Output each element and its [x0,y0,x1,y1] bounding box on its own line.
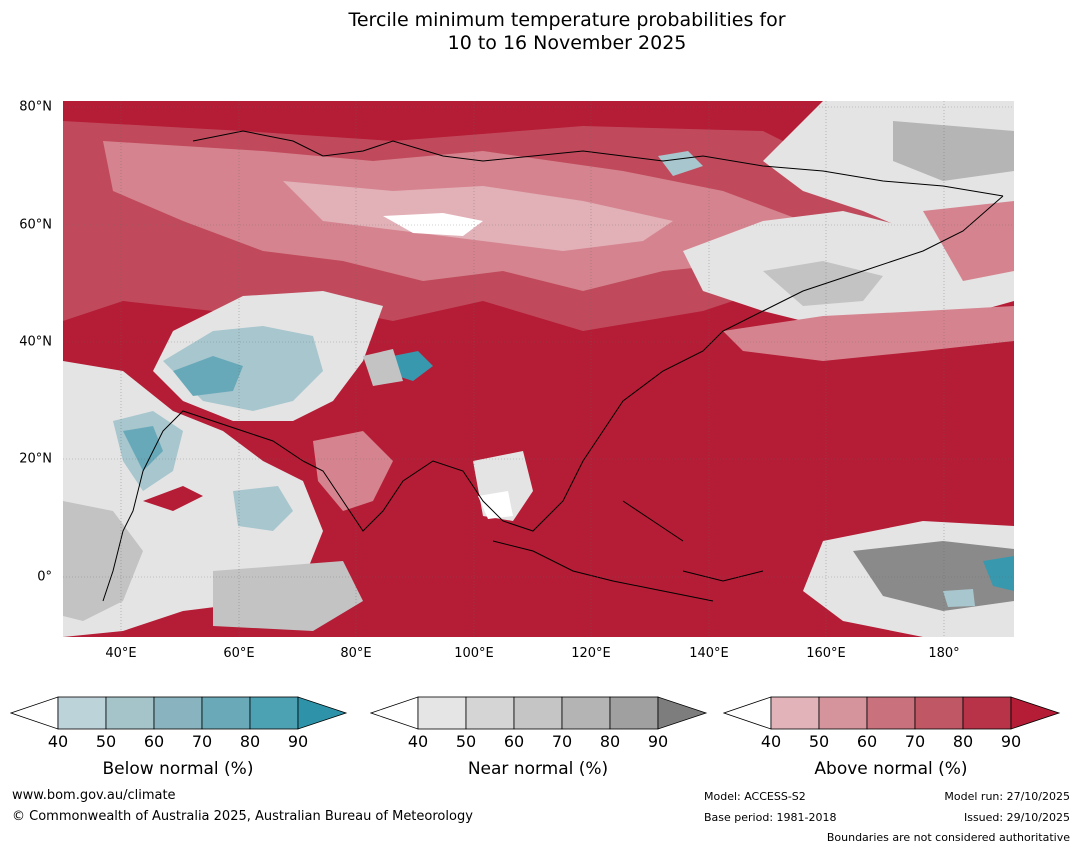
colorbar-near-normal [370,696,708,732]
above-tick-70: 70 [904,732,926,751]
below-tick-80: 80 [239,732,261,751]
graticule [63,101,1014,637]
map-canvas [63,101,1014,637]
above-tick-80: 80 [952,732,974,751]
okhotsk-grey [763,261,883,306]
central-asia-cool-core [173,356,243,396]
colorbar-above-normal [723,696,1061,732]
colorbar-near-swatches [370,696,708,730]
above-tick-50: 50 [808,732,830,751]
near-tick-70: 70 [551,732,573,751]
lon-label-180: 180° [928,646,960,661]
near-tick-50: 50 [455,732,477,751]
coastline-arabia [102,410,304,602]
india-warm [313,431,393,511]
lon-label-40e: 40°E [105,646,137,661]
arctic-dark-grey [893,121,1014,181]
tibet-grey [363,349,403,386]
below-tick-40: 40 [47,732,69,751]
above-normal-label: Above normal (%) [814,759,968,779]
red-sea-hot [143,486,203,511]
model-name: Model: ACCESS-S2 [704,790,806,803]
arabian-sea-cool [233,486,293,531]
lon-label-60e: 60°E [223,646,255,661]
lon-label-140e: 140°E [689,646,729,661]
below-tick-50: 50 [95,732,117,751]
lat-label-20n: 20°N [19,451,52,467]
website-link[interactable]: www.bom.gov.au/climate [12,788,176,803]
issued-date: Issued: 29/10/2025 [963,811,1070,824]
lat-label-60n: 60°N [19,217,52,233]
lat-label-40n: 40°N [19,334,52,350]
lat-label-80n: 80°N [19,99,52,115]
lon-label-160e: 160°E [806,646,846,661]
probability-map [63,101,1014,637]
west-siberia-white [383,213,483,236]
pacific-cool-spot [983,556,1014,591]
north-pacific-pink [723,306,1014,361]
title-line-2: 10 to 16 November 2025 [447,32,687,54]
pacific-cool-light [943,589,975,607]
coastline-indonesia [492,500,764,602]
copyright-text: © Commonwealth of Australia 2025, Austra… [12,809,473,824]
below-tick-90: 90 [287,732,309,751]
lon-label-100e: 100°E [454,646,494,661]
siberia-pink-region [283,181,673,251]
coastline-east-asia [302,195,1004,532]
colorbar-below-swatches [10,696,348,730]
indochina-white [478,491,513,519]
arabia-cool-core [123,426,163,471]
coastline-north [192,130,1004,197]
colorbar-below-normal [10,696,348,732]
pacific-dark-grey [853,541,1014,611]
lon-label-80e: 80°E [340,646,372,661]
lon-label-120e: 120°E [571,646,611,661]
below-tick-70: 70 [191,732,213,751]
near-tick-80: 80 [599,732,621,751]
colorbar-above-swatches [723,696,1061,730]
kamchatka-light-red [923,201,1014,281]
above-tick-40: 40 [760,732,782,751]
base-period: Base period: 1981-2018 [704,811,837,824]
indian-ocean-near [213,561,363,631]
lat-label-0: 0° [37,569,52,585]
above-tick-60: 60 [856,732,878,751]
near-tick-40: 40 [407,732,429,751]
model-run-date: Model run: 27/10/2025 [944,790,1070,803]
near-tick-90: 90 [647,732,669,751]
above-tick-90: 90 [1000,732,1022,751]
title-line-1: Tercile minimum temperature probabilitie… [348,9,786,31]
chart-title: Tercile minimum temperature probabilitie… [0,9,1081,55]
below-normal-label: Below normal (%) [102,759,254,779]
near-tick-60: 60 [503,732,525,751]
below-tick-60: 60 [143,732,165,751]
boundaries-disclaimer: Boundaries are not considered authoritat… [826,831,1070,844]
near-normal-label: Near normal (%) [467,759,609,779]
